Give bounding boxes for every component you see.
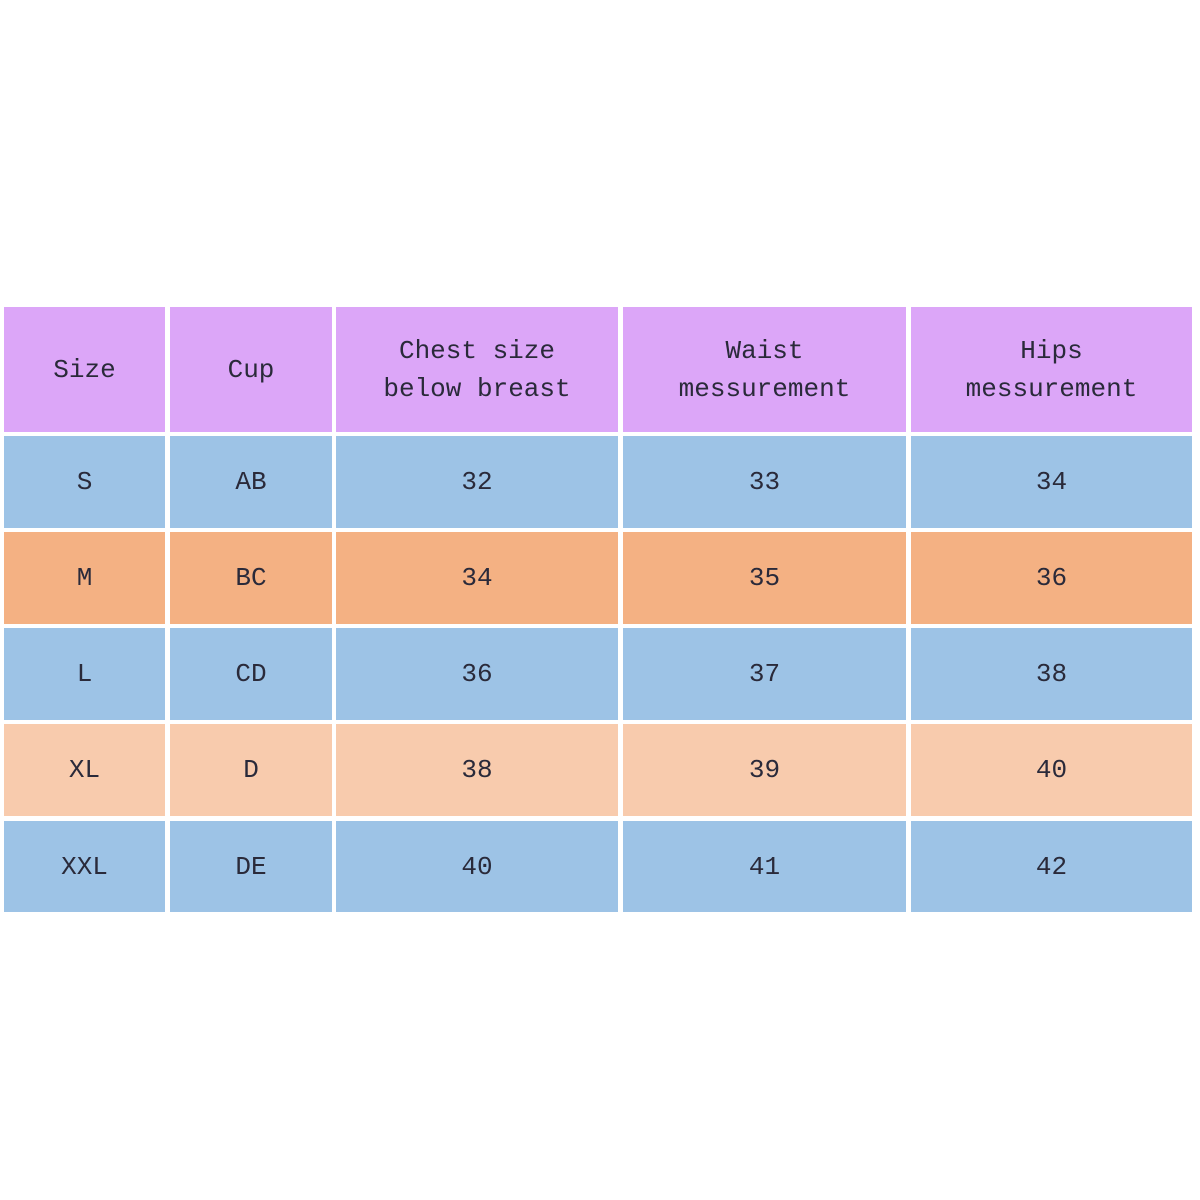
table-cell-chest: 40	[336, 821, 618, 912]
table-cell-waist: 33	[623, 436, 906, 528]
table-cell-size: XXL	[4, 821, 165, 912]
header-cell-hips: Hips messurement	[911, 307, 1192, 432]
table-cell-hips: 40	[911, 724, 1192, 816]
table-cell-size: XL	[4, 724, 165, 816]
header-cell-waist: Waist messurement	[623, 307, 906, 432]
header-cell-size: Size	[4, 307, 165, 432]
table-cell-cup: CD	[170, 628, 332, 720]
header-cell-cup: Cup	[170, 307, 332, 432]
table-cell-waist: 35	[623, 532, 906, 624]
table-cell-chest: 36	[336, 628, 618, 720]
table-cell-cup: DE	[170, 821, 332, 912]
header-cell-chest: Chest size below breast	[336, 307, 618, 432]
table-cell-cup: D	[170, 724, 332, 816]
table-cell-hips: 36	[911, 532, 1192, 624]
table-cell-waist: 41	[623, 821, 906, 912]
table-cell-chest: 38	[336, 724, 618, 816]
table-cell-size: M	[4, 532, 165, 624]
table-cell-cup: BC	[170, 532, 332, 624]
table-cell-hips: 42	[911, 821, 1192, 912]
table-cell-size: S	[4, 436, 165, 528]
table-cell-hips: 34	[911, 436, 1192, 528]
table-cell-waist: 37	[623, 628, 906, 720]
table-cell-chest: 34	[336, 532, 618, 624]
table-cell-hips: 38	[911, 628, 1192, 720]
table-cell-chest: 32	[336, 436, 618, 528]
table-cell-cup: AB	[170, 436, 332, 528]
table-cell-size: L	[4, 628, 165, 720]
table-cell-waist: 39	[623, 724, 906, 816]
